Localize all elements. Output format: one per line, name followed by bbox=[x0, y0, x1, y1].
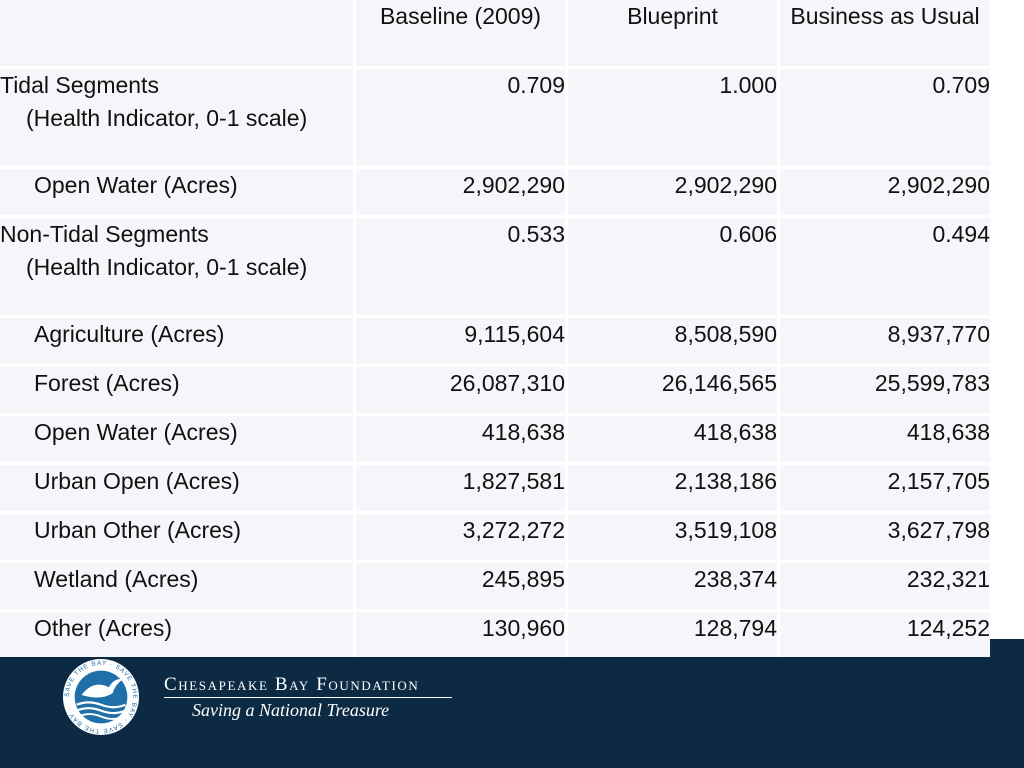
cell-baseline: 130,960 bbox=[356, 612, 565, 658]
cell-blueprint: 26,146,565 bbox=[568, 367, 777, 413]
cell-business-as-usual: 418,638 bbox=[780, 416, 990, 462]
table-row: Urban Other (Acres) 3,272,272 3,519,108 … bbox=[0, 514, 990, 560]
cell-business-as-usual: 25,599,783 bbox=[780, 367, 990, 413]
cell-blueprint: 1.000 bbox=[568, 69, 777, 166]
right-navy-tab bbox=[990, 639, 1024, 657]
cell-blueprint: 238,374 bbox=[568, 563, 777, 609]
table-row: Agriculture (Acres) 9,115,604 8,508,590 … bbox=[0, 318, 990, 364]
cell-blueprint: 128,794 bbox=[568, 612, 777, 658]
table-header-row: Baseline (2009) Blueprint Business as Us… bbox=[0, 0, 990, 66]
row-label: Tidal Segments (Health Indicator, 0-1 sc… bbox=[0, 69, 353, 166]
row-label: Agriculture (Acres) bbox=[0, 318, 353, 364]
row-label: Urban Open (Acres) bbox=[0, 465, 353, 511]
cell-blueprint: 8,508,590 bbox=[568, 318, 777, 364]
table-row: Forest (Acres) 26,087,310 26,146,565 25,… bbox=[0, 367, 990, 413]
cell-business-as-usual: 8,937,770 bbox=[780, 318, 990, 364]
cell-business-as-usual: 2,157,705 bbox=[780, 465, 990, 511]
org-name-rule bbox=[164, 697, 452, 698]
cell-baseline: 26,087,310 bbox=[356, 367, 565, 413]
comparison-table: Baseline (2009) Blueprint Business as Us… bbox=[0, 0, 990, 658]
cell-baseline: 0.533 bbox=[356, 218, 565, 315]
org-name: Chesapeake Bay Foundation bbox=[164, 674, 420, 695]
cell-business-as-usual: 0.709 bbox=[780, 69, 990, 166]
cell-baseline: 9,115,604 bbox=[356, 318, 565, 364]
table-row: Other (Acres) 130,960 128,794 124,252 bbox=[0, 612, 990, 658]
cell-business-as-usual: 0.494 bbox=[780, 218, 990, 315]
cell-blueprint: 3,519,108 bbox=[568, 514, 777, 560]
cell-baseline: 1,827,581 bbox=[356, 465, 565, 511]
cell-business-as-usual: 232,321 bbox=[780, 563, 990, 609]
org-tagline: Saving a National Treasure bbox=[192, 700, 390, 720]
row-label: Open Water (Acres) bbox=[0, 169, 353, 215]
header-label-cell bbox=[0, 0, 353, 66]
header-business-as-usual: Business as Usual bbox=[780, 0, 990, 66]
cell-baseline: 3,272,272 bbox=[356, 514, 565, 560]
cell-baseline: 0.709 bbox=[356, 69, 565, 166]
cell-baseline: 2,902,290 bbox=[356, 169, 565, 215]
table-row: Urban Open (Acres) 1,827,581 2,138,186 2… bbox=[0, 465, 990, 511]
cell-blueprint: 0.606 bbox=[568, 218, 777, 315]
row-label-sub: (Health Indicator, 0-1 scale) bbox=[26, 254, 308, 280]
table-row: Open Water (Acres) 418,638 418,638 418,6… bbox=[0, 416, 990, 462]
cell-baseline: 418,638 bbox=[356, 416, 565, 462]
row-label: Open Water (Acres) bbox=[0, 416, 353, 462]
row-label: Other (Acres) bbox=[0, 612, 353, 658]
table-row: Wetland (Acres) 245,895 238,374 232,321 bbox=[0, 563, 990, 609]
table-row: Tidal Segments (Health Indicator, 0-1 sc… bbox=[0, 69, 990, 166]
header-baseline: Baseline (2009) bbox=[356, 0, 565, 66]
cell-blueprint: 418,638 bbox=[568, 416, 777, 462]
header-blueprint: Blueprint bbox=[568, 0, 777, 66]
row-label-sub: (Health Indicator, 0-1 scale) bbox=[26, 105, 308, 131]
table-row: Open Water (Acres) 2,902,290 2,902,290 2… bbox=[0, 169, 990, 215]
cell-blueprint: 2,138,186 bbox=[568, 465, 777, 511]
row-label-main: Non-Tidal Segments bbox=[0, 221, 209, 247]
row-label: Wetland (Acres) bbox=[0, 563, 353, 609]
cell-blueprint: 2,902,290 bbox=[568, 169, 777, 215]
cell-baseline: 245,895 bbox=[356, 563, 565, 609]
row-label: Non-Tidal Segments (Health Indicator, 0-… bbox=[0, 218, 353, 315]
row-label: Forest (Acres) bbox=[0, 367, 353, 413]
cell-business-as-usual: 2,902,290 bbox=[780, 169, 990, 215]
cell-business-as-usual: 124,252 bbox=[780, 612, 990, 658]
row-label-main: Tidal Segments bbox=[0, 72, 159, 98]
right-margin-strip bbox=[990, 0, 1024, 639]
table-row: Non-Tidal Segments (Health Indicator, 0-… bbox=[0, 218, 990, 315]
bird-over-water-logo-icon: SAVE THE BAY · SAVE THE BAY · SAVE THE B… bbox=[62, 658, 140, 736]
footer-banner: SAVE THE BAY · SAVE THE BAY · SAVE THE B… bbox=[0, 657, 1024, 768]
row-label: Urban Other (Acres) bbox=[0, 514, 353, 560]
cell-business-as-usual: 3,627,798 bbox=[780, 514, 990, 560]
